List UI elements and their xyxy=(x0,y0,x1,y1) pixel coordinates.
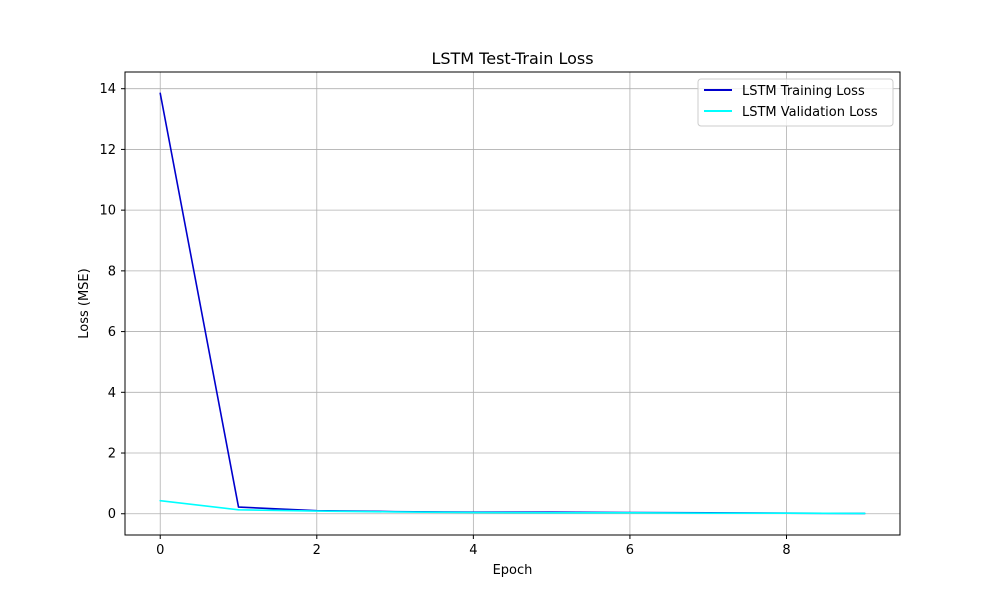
y-tick-label: 6 xyxy=(108,325,116,340)
chart-title: LSTM Test-Train Loss xyxy=(431,49,593,68)
series-line-validation xyxy=(159,499,866,515)
legend-box xyxy=(697,78,894,127)
y-tick-label: 10 xyxy=(99,204,116,219)
y-tick-label: 4 xyxy=(108,386,116,401)
legend: LSTM Training Loss LSTM Validation Loss xyxy=(697,78,894,127)
y-tick-label: 12 xyxy=(99,143,116,158)
legend-label-training: LSTM Training Loss xyxy=(742,84,865,99)
y-tick-label: 0 xyxy=(108,507,116,522)
x-tick-label: 4 xyxy=(469,543,477,558)
series-lines xyxy=(159,92,866,515)
axis-ticks: 0 2 4 6 8 0 2 4 6 8 10 12 14 xyxy=(99,82,790,558)
x-tick-label: 6 xyxy=(626,543,634,558)
x-axis-label: Epoch xyxy=(493,563,533,578)
x-tick-label: 0 xyxy=(156,543,164,558)
plot-area-frame xyxy=(124,71,901,536)
grid xyxy=(125,72,900,535)
x-tick-label: 8 xyxy=(782,543,790,558)
series-line-training xyxy=(159,92,866,515)
y-tick-label: 14 xyxy=(99,82,116,97)
y-axis-label: Loss (MSE) xyxy=(77,268,92,338)
y-tick-label: 2 xyxy=(108,447,116,462)
legend-label-validation: LSTM Validation Loss xyxy=(742,105,878,120)
y-tick-label: 8 xyxy=(108,264,116,279)
x-tick-label: 2 xyxy=(313,543,321,558)
